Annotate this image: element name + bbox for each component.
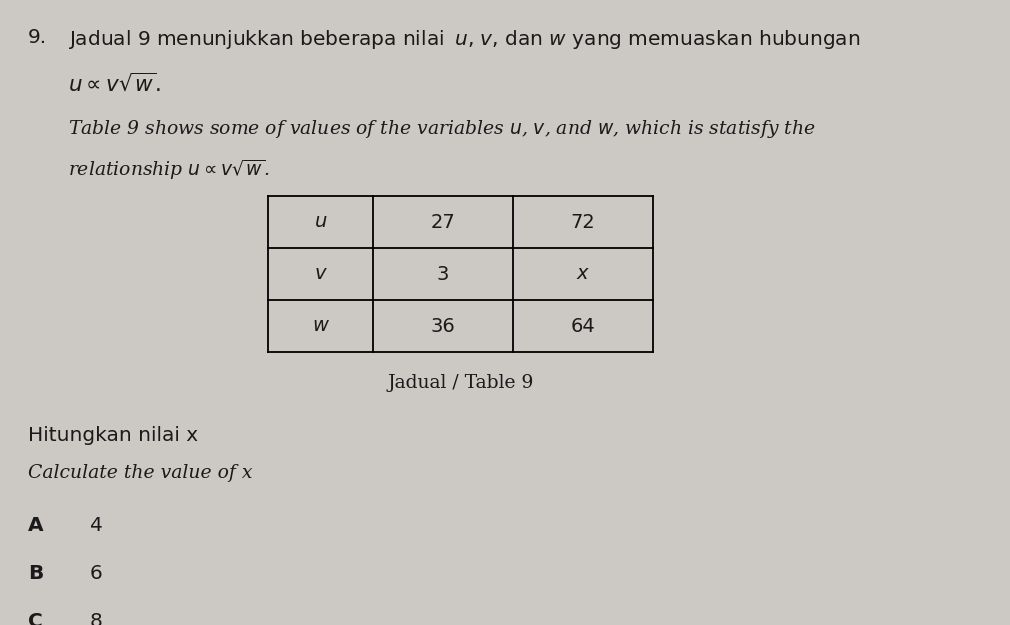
Text: 72: 72 (571, 213, 595, 231)
Text: C: C (28, 612, 42, 625)
Text: relationship $u \propto v\sqrt{w}$.: relationship $u \propto v\sqrt{w}$. (68, 158, 270, 182)
Text: $v$: $v$ (314, 265, 327, 283)
Text: $u \propto v\sqrt{w}$.: $u \propto v\sqrt{w}$. (68, 72, 162, 95)
Text: A: A (28, 516, 43, 535)
Text: 36: 36 (430, 316, 456, 336)
Text: $u$: $u$ (314, 213, 327, 231)
Text: 6: 6 (90, 564, 103, 583)
Text: 9.: 9. (28, 28, 47, 47)
Text: 8: 8 (90, 612, 103, 625)
Text: 27: 27 (430, 213, 456, 231)
Text: B: B (28, 564, 43, 583)
Text: Jadual / Table 9: Jadual / Table 9 (387, 374, 533, 392)
Text: Hitungkan nilai x: Hitungkan nilai x (28, 426, 198, 445)
Text: 64: 64 (571, 316, 595, 336)
Text: Jadual 9 menunjukkan beberapa nilai  $u$, $v$, dan $w$ yang memuaskan hubungan: Jadual 9 menunjukkan beberapa nilai $u$,… (68, 28, 861, 51)
Text: Calculate the value of x: Calculate the value of x (28, 464, 252, 482)
Text: $x$: $x$ (576, 265, 590, 283)
Text: Table 9 shows some of values of the variables $u$, $v$, and $w$, which is statis: Table 9 shows some of values of the vari… (68, 118, 815, 140)
Text: 4: 4 (90, 516, 103, 535)
Text: $w$: $w$ (311, 317, 329, 335)
Text: 3: 3 (436, 264, 449, 284)
